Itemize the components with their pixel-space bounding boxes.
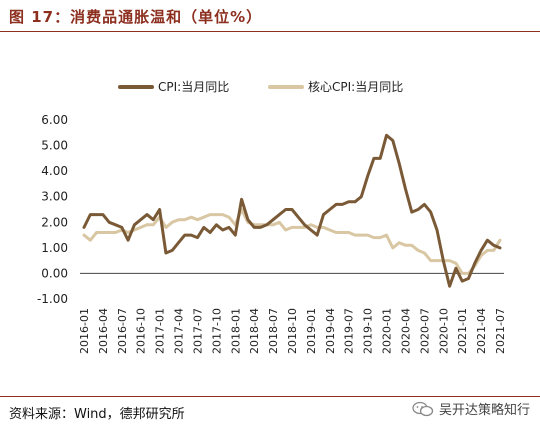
x-tick-label: 2017-10	[210, 308, 223, 354]
series-line-cpi	[82, 133, 502, 288]
x-tick-label: 2020-01	[381, 308, 394, 354]
watermark: 吴开达策略知行	[412, 399, 530, 418]
x-tick-label: 2017-04	[173, 308, 186, 354]
y-tick-label: 2.00	[41, 215, 68, 229]
x-tick-label: 2018-04	[248, 308, 261, 354]
y-tick-label: 0.00	[41, 266, 68, 280]
series-line-core-cpi	[82, 208, 502, 275]
x-tick-label: 2016-10	[135, 308, 148, 354]
x-tick-label: 2018-01	[229, 308, 242, 354]
x-tick-label: 2020-04	[399, 308, 412, 354]
x-tick-label: 2020-07	[418, 308, 431, 354]
y-tick-label: 3.00	[41, 190, 68, 204]
x-tick-label: 2019-01	[305, 308, 318, 354]
y-tick-label: 5.00	[41, 139, 68, 153]
line-chart: 6.00 5.00 4.00 3.00 2.00 1.00 0.00 -1.00 2016-01…	[37, 80, 507, 354]
legend-label: CPI:当月同比	[158, 80, 229, 94]
x-tick-label: 2017-01	[154, 308, 167, 354]
legend-label: 核心CPI:当月同比	[308, 80, 403, 94]
x-tick-label: 2021-07	[494, 308, 507, 354]
x-tick-label: 2019-04	[324, 308, 337, 354]
figure-title: 图 17：消费品通胀温和（单位%）	[9, 8, 263, 26]
title-divider	[0, 31, 540, 32]
x-tick-label: 2016-01	[78, 308, 91, 354]
x-tick-label: 2020-10	[437, 308, 450, 354]
x-tick-label: 2018-10	[286, 308, 299, 354]
source-note: 资料来源：Wind，德邦研究所	[9, 407, 185, 422]
wechat-icon	[412, 401, 434, 416]
x-tick-label: 2017-07	[191, 308, 204, 354]
x-tick-label: 2019-07	[343, 308, 356, 354]
y-tick-label: 4.00	[41, 164, 68, 178]
y-tick-label: -1.00	[37, 292, 68, 306]
watermark-text: 吴开达策略知行	[438, 403, 530, 418]
footer-divider	[0, 396, 540, 397]
x-tick-label: 2021-04	[475, 308, 488, 354]
x-tick-label: 2016-04	[97, 308, 110, 354]
x-tick-label: 2016-07	[116, 308, 129, 354]
y-tick-label: 1.00	[41, 241, 68, 255]
y-tick-label: 6.00	[41, 113, 68, 127]
x-tick-label: 2021-01	[456, 308, 469, 354]
x-tick-label: 2018-07	[267, 308, 280, 354]
x-tick-label: 2019-10	[362, 308, 375, 354]
